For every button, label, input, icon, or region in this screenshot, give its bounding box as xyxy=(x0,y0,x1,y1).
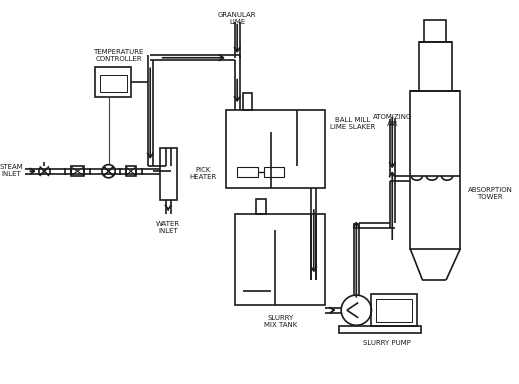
Bar xyxy=(243,93,252,110)
Bar xyxy=(256,199,266,214)
Bar xyxy=(71,167,84,176)
Bar xyxy=(100,75,127,92)
Bar xyxy=(419,42,452,91)
Text: PICK
HEATER: PICK HEATER xyxy=(189,167,216,180)
Text: GRANULAR
LIME: GRANULAR LIME xyxy=(218,12,256,25)
Text: BALL MILL
LIME SLAKER: BALL MILL LIME SLAKER xyxy=(330,117,375,130)
Bar xyxy=(372,294,417,326)
Text: ATOMIZING
AIR: ATOMIZING AIR xyxy=(373,114,412,127)
Bar xyxy=(226,110,325,188)
Text: SLURRY PUMP: SLURRY PUMP xyxy=(363,341,411,346)
Bar xyxy=(376,299,412,321)
Bar xyxy=(235,214,325,305)
Bar xyxy=(126,167,136,176)
Bar xyxy=(339,326,420,333)
Bar xyxy=(410,91,460,249)
Text: WATER
INLET: WATER INLET xyxy=(156,221,180,234)
Text: STEAM
INLET: STEAM INLET xyxy=(0,164,23,177)
Text: ABSORPTION
TOWER: ABSORPTION TOWER xyxy=(468,187,513,200)
Bar xyxy=(237,167,258,177)
Bar xyxy=(160,147,176,200)
Bar xyxy=(264,167,284,177)
Bar xyxy=(95,67,131,98)
Text: SLURRY
MIX TANK: SLURRY MIX TANK xyxy=(264,315,297,328)
Bar xyxy=(425,20,446,42)
Text: TEMPERATURE
CONTROLLER: TEMPERATURE CONTROLLER xyxy=(93,50,144,63)
